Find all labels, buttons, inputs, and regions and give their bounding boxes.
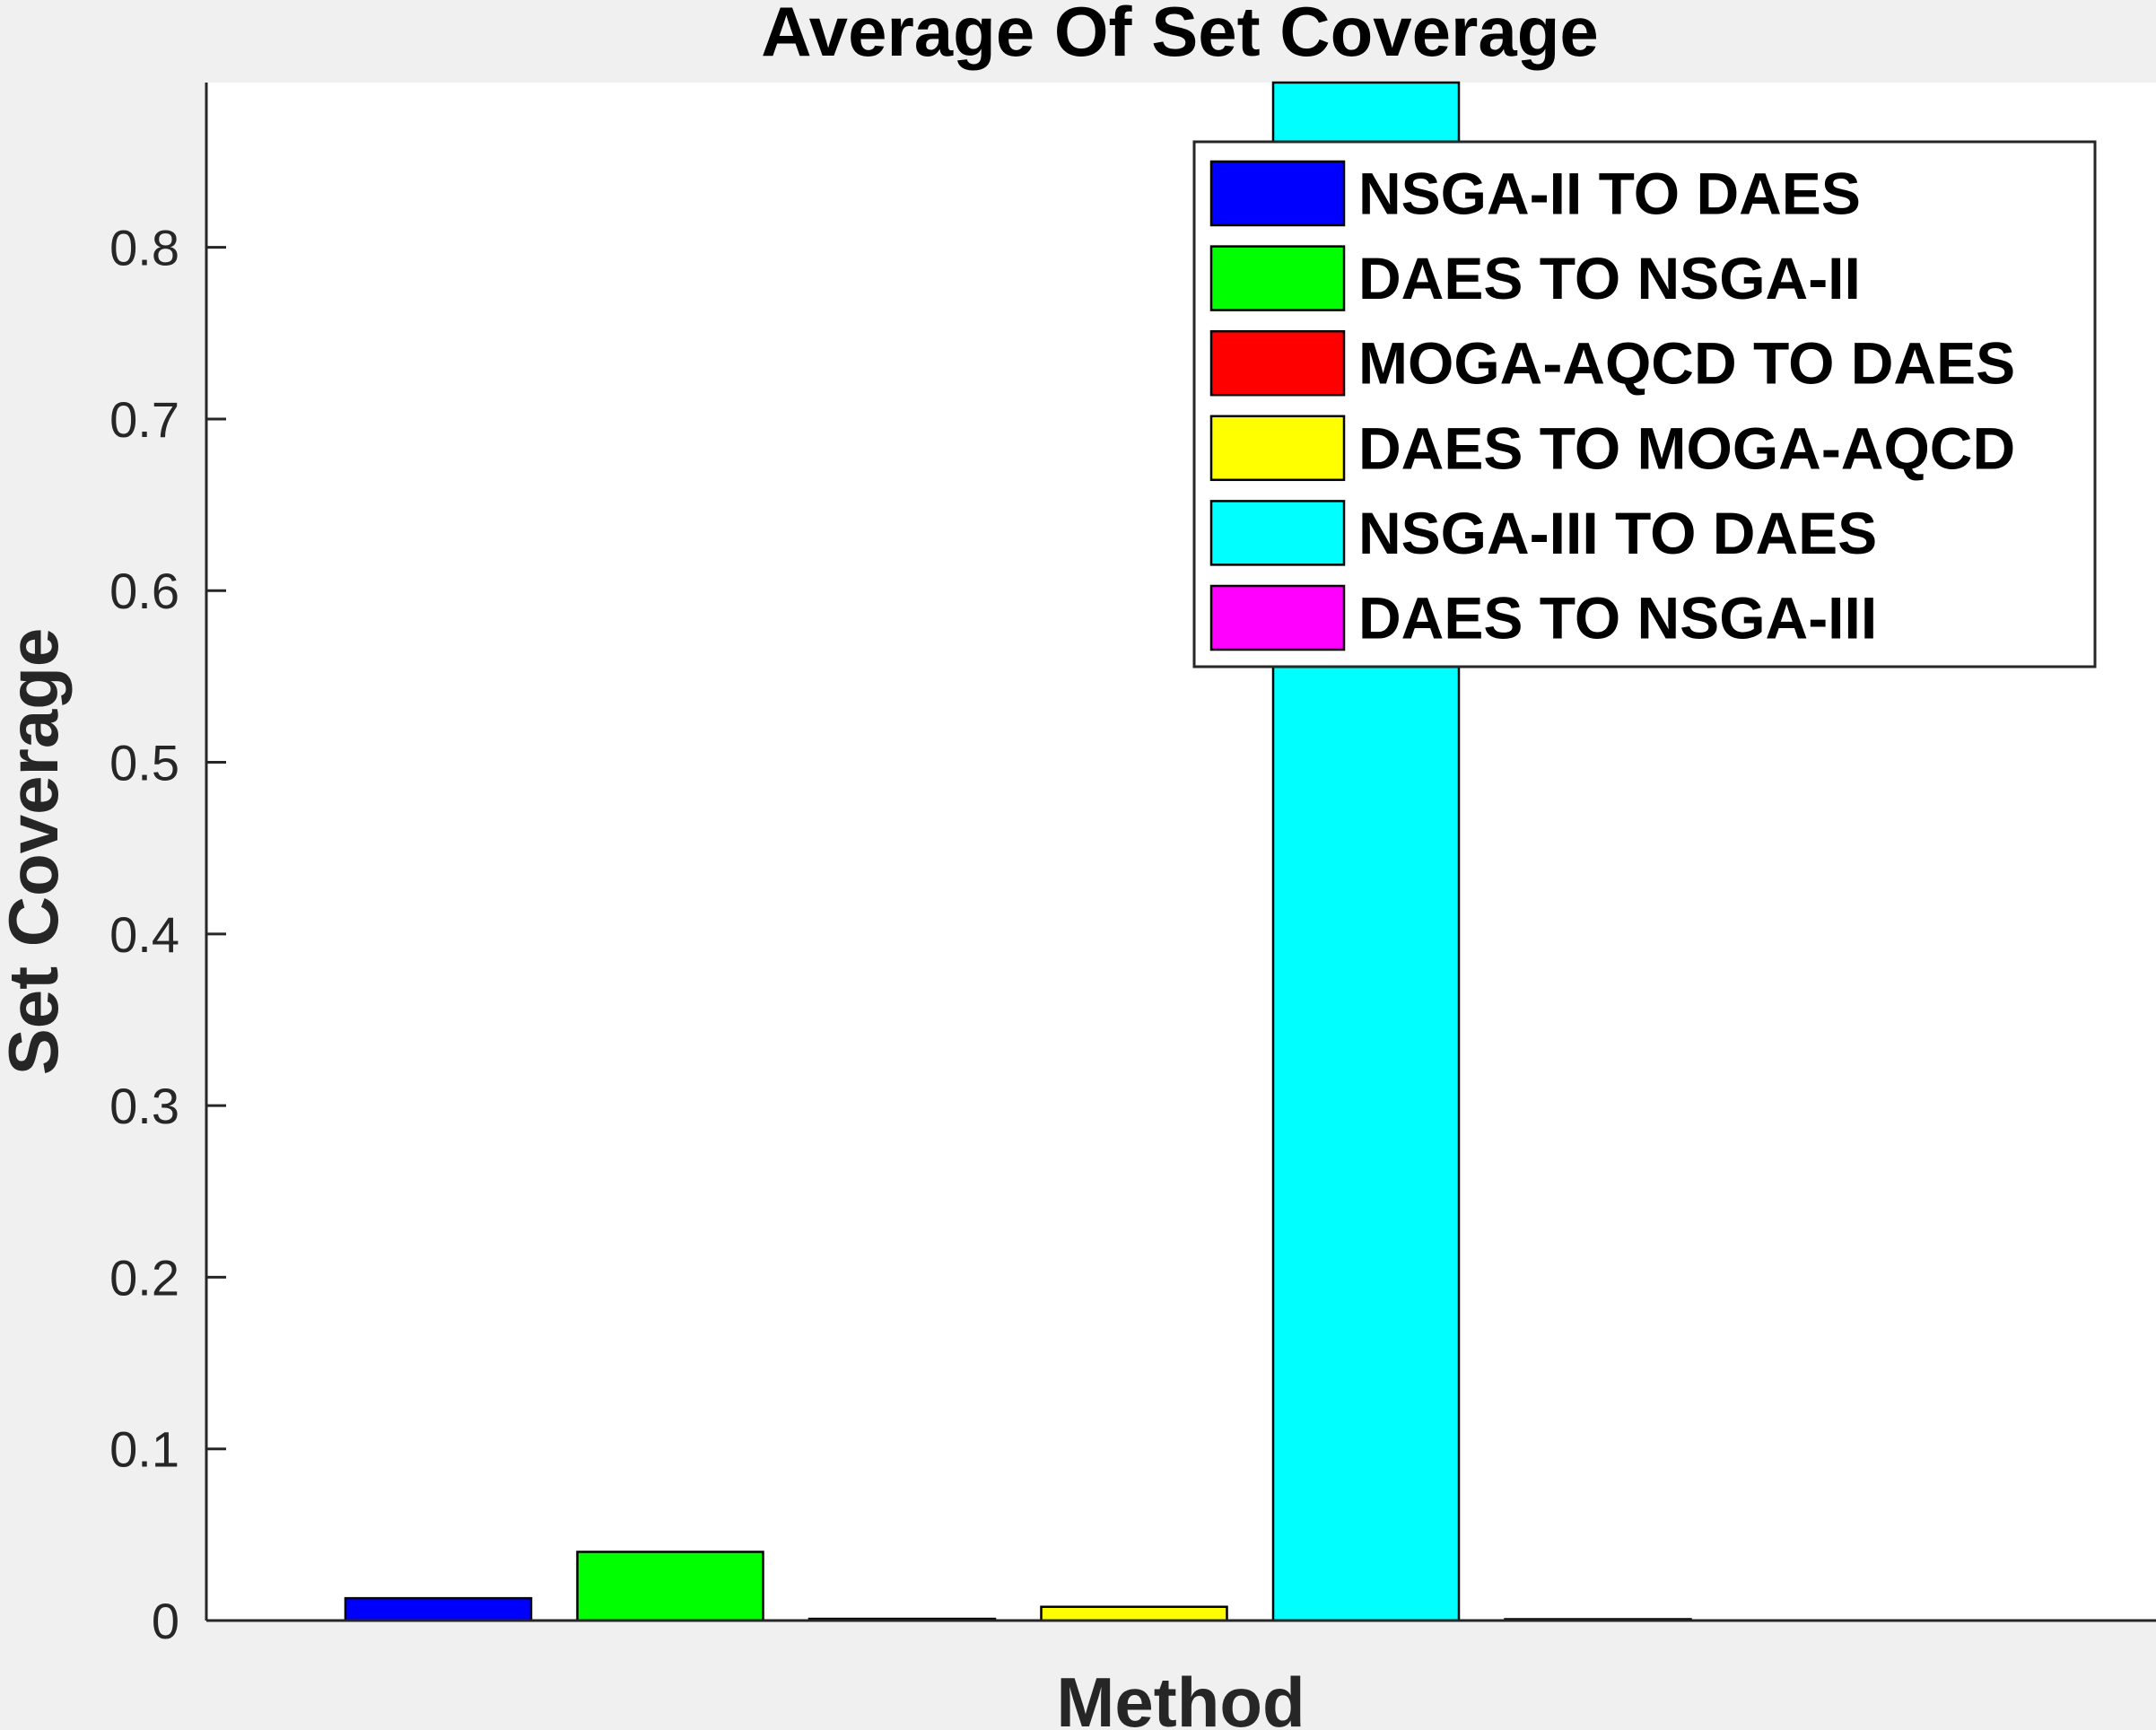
y-tick-label: 0.4 [109, 906, 179, 963]
bar-1 [576, 1551, 764, 1622]
y-tick-label: 0.5 [109, 735, 179, 791]
legend-entry-2: MOGA-AQCD TO DAES [1358, 330, 2015, 397]
legend-swatch-0 [1209, 160, 1346, 227]
legend-entry-1: DAES TO NSGA-II [1358, 245, 1861, 311]
legend-entry-3: DAES TO MOGA-AQCD [1358, 415, 2015, 481]
y-tick-label: 0.2 [109, 1249, 179, 1306]
legend-entry-4: NSGA-III TO DAES [1358, 500, 1877, 566]
legend-entry-5: DAES TO NSGA-III [1358, 585, 1877, 651]
legend-entry-0: NSGA-II TO DAES [1358, 161, 1861, 227]
legend-swatch-3 [1209, 415, 1346, 482]
legend-box [1192, 140, 2097, 668]
legend-swatch-1 [1209, 245, 1346, 311]
x-axis-label: Method [1056, 1663, 1305, 1730]
y-tick-label: 0.1 [109, 1421, 179, 1478]
y-ticks: 0 0.1 0.2 0.3 0.4 0.5 0.6 0.7 0.8 [109, 220, 226, 1649]
y-tick-label: 0 [152, 1593, 179, 1649]
legend-items: NSGA-II TO DAES DAES TO NSGA-II MOGA-AQCD … [1209, 160, 2015, 651]
legend-swatch-5 [1209, 584, 1346, 651]
bar-3 [1040, 1605, 1228, 1622]
y-tick-label: 0.6 [109, 563, 179, 619]
legend: NSGA-II TO DAES DAES TO NSGA-II MOGA-AQCD … [1192, 140, 2097, 668]
y-tick-label: 0.7 [109, 391, 179, 448]
bar-0 [344, 1596, 533, 1622]
y-tick-label: 0.8 [109, 220, 179, 276]
legend-swatch-4 [1209, 500, 1346, 566]
chart-title: Average Of Set Coverage [761, 0, 1599, 71]
y-tick-label: 0.3 [109, 1078, 179, 1134]
y-axis-label: Set Coverage [0, 628, 73, 1076]
legend-swatch-2 [1209, 329, 1346, 397]
